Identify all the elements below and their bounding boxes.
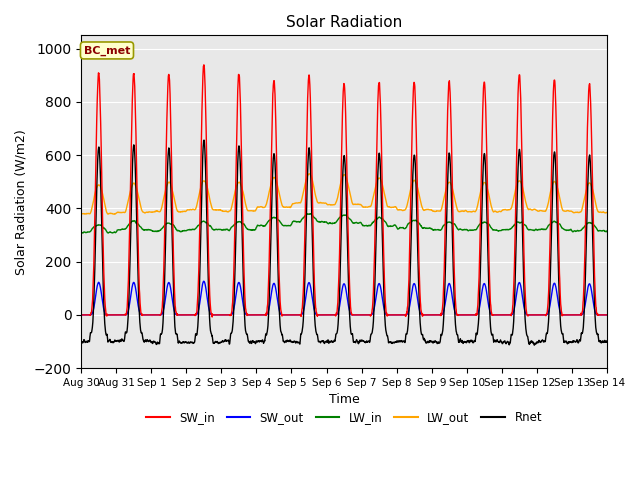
Title: Solar Radiation: Solar Radiation	[286, 15, 402, 30]
SW_in	[225, 312, 232, 318]
Rnet	[371, 290, 378, 296]
SW_out	[224, 312, 232, 318]
LW_out	[557, 201, 564, 206]
SW_out	[200, 278, 207, 284]
LW_in	[497, 228, 505, 233]
LW_out	[371, 187, 379, 193]
LW_in	[307, 211, 315, 216]
SW_in	[200, 62, 208, 68]
X-axis label: Time: Time	[329, 394, 360, 407]
LW_out	[497, 209, 505, 215]
LW_in	[360, 222, 367, 228]
LW_in	[572, 228, 579, 234]
SW_in	[572, 312, 579, 318]
Rnet	[224, 338, 232, 344]
Rnet	[572, 339, 579, 345]
LW_in	[557, 223, 564, 229]
Rnet	[359, 338, 367, 344]
LW_out	[360, 204, 367, 210]
SW_in	[371, 237, 379, 242]
Rnet	[77, 340, 85, 346]
Rnet	[603, 338, 611, 344]
SW_in	[603, 312, 611, 318]
SW_in	[557, 303, 564, 309]
LW_in	[104, 230, 112, 236]
SW_out	[572, 312, 579, 318]
LW_out	[77, 211, 85, 217]
SW_in	[360, 312, 367, 318]
LW_in	[224, 227, 232, 233]
SW_out	[557, 311, 564, 316]
Line: SW_in: SW_in	[81, 65, 607, 317]
SW_in	[497, 312, 505, 318]
SW_out	[497, 312, 504, 318]
SW_in	[209, 314, 216, 320]
LW_in	[77, 229, 85, 235]
Line: LW_in: LW_in	[81, 214, 607, 233]
Rnet	[497, 338, 504, 344]
Rnet	[200, 137, 208, 143]
Text: BC_met: BC_met	[84, 45, 130, 56]
LW_in	[603, 228, 611, 234]
LW_in	[371, 217, 379, 223]
Rnet	[531, 342, 538, 348]
SW_out	[359, 312, 367, 318]
Rnet	[557, 325, 564, 331]
SW_out	[77, 312, 85, 318]
Line: SW_out: SW_out	[81, 281, 607, 315]
Line: LW_out: LW_out	[81, 174, 607, 214]
Y-axis label: Solar Radiation (W/m2): Solar Radiation (W/m2)	[15, 129, 28, 275]
SW_in	[77, 312, 85, 318]
SW_out	[603, 312, 611, 318]
SW_out	[371, 303, 378, 309]
LW_out	[224, 209, 232, 215]
LW_out	[572, 209, 579, 215]
Legend: SW_in, SW_out, LW_in, LW_out, Rnet: SW_in, SW_out, LW_in, LW_out, Rnet	[141, 407, 547, 429]
LW_out	[603, 210, 611, 216]
LW_out	[104, 211, 112, 217]
LW_out	[305, 171, 313, 177]
Line: Rnet: Rnet	[81, 140, 607, 345]
